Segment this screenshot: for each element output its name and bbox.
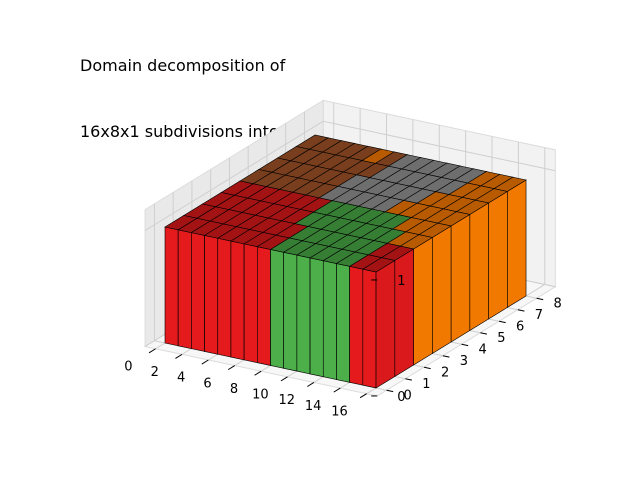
y-tick-label: 6 <box>516 320 524 335</box>
bar-front-face <box>362 268 377 389</box>
x-tick <box>148 348 156 354</box>
y-tick-label: 2 <box>441 366 449 381</box>
z-tick-label: 1 <box>397 274 405 289</box>
x-tick <box>254 370 262 376</box>
x-tick <box>175 353 183 359</box>
bar-front-face <box>177 229 192 349</box>
bar-front-face <box>257 246 271 366</box>
x-tick-label: 16 <box>331 404 348 419</box>
bar-side-face <box>375 259 396 389</box>
z-tick-label: 0 <box>397 390 405 405</box>
x-tick <box>201 359 209 365</box>
bar-front-face <box>243 243 258 364</box>
bar-side-face <box>488 190 508 320</box>
x-tick-label: 4 <box>177 371 185 386</box>
x-tick <box>280 376 288 382</box>
bar-front-face <box>283 251 298 372</box>
x-tick-label: 10 <box>252 388 269 403</box>
y-tick <box>442 355 450 358</box>
y-tick <box>536 297 544 301</box>
x-tick <box>359 393 367 399</box>
y-tick-label: 8 <box>554 297 562 312</box>
bar-front-face <box>204 235 219 355</box>
y-tick <box>405 378 413 381</box>
bar-front-face <box>309 257 324 378</box>
y-tick <box>517 309 525 312</box>
x-tick <box>333 387 341 393</box>
bar-side-face <box>469 202 489 331</box>
bar-top-face <box>362 257 396 273</box>
bar-front-face <box>217 237 232 358</box>
bar-front-face <box>296 254 311 375</box>
y-tick <box>480 332 488 335</box>
y-tick <box>386 389 394 393</box>
bar-side-face <box>450 213 471 343</box>
y-tick-label: 7 <box>535 308 543 323</box>
bar-front-face <box>270 249 285 369</box>
bar-front-face <box>336 263 350 383</box>
y-tick <box>423 366 431 370</box>
y-tick-label: 4 <box>479 343 487 358</box>
x-tick-label: 12 <box>278 393 295 408</box>
x-tick <box>307 382 315 387</box>
grid-z <box>144 120 556 231</box>
x-tick-label: 8 <box>230 382 238 397</box>
bar-side-face <box>394 248 414 377</box>
y-tick-label: 3 <box>460 354 468 369</box>
bar-front-face <box>230 240 245 361</box>
bar-front-face <box>191 232 205 352</box>
x-tick <box>227 365 236 371</box>
bar-side-face <box>506 179 527 308</box>
y-tick-label: 5 <box>497 331 505 346</box>
y-tick <box>461 343 469 347</box>
x-tick-label: 14 <box>305 399 322 414</box>
x-tick-label: 0 <box>124 359 132 374</box>
y-tick <box>498 320 506 324</box>
bar-front-face <box>322 260 337 380</box>
x-tick-label: 6 <box>203 376 211 391</box>
x-tick-label: 2 <box>151 365 159 380</box>
bar-x15-y0 <box>362 257 396 389</box>
y-tick-label: 0 <box>404 389 412 404</box>
bar-side-face <box>431 225 452 354</box>
bar-front-face <box>349 265 364 386</box>
bar-front-face <box>164 226 179 347</box>
bar-side-face <box>413 236 433 366</box>
y-tick-label: 1 <box>422 377 430 392</box>
chart-title-line-1: Domain decomposition of <box>80 56 286 75</box>
